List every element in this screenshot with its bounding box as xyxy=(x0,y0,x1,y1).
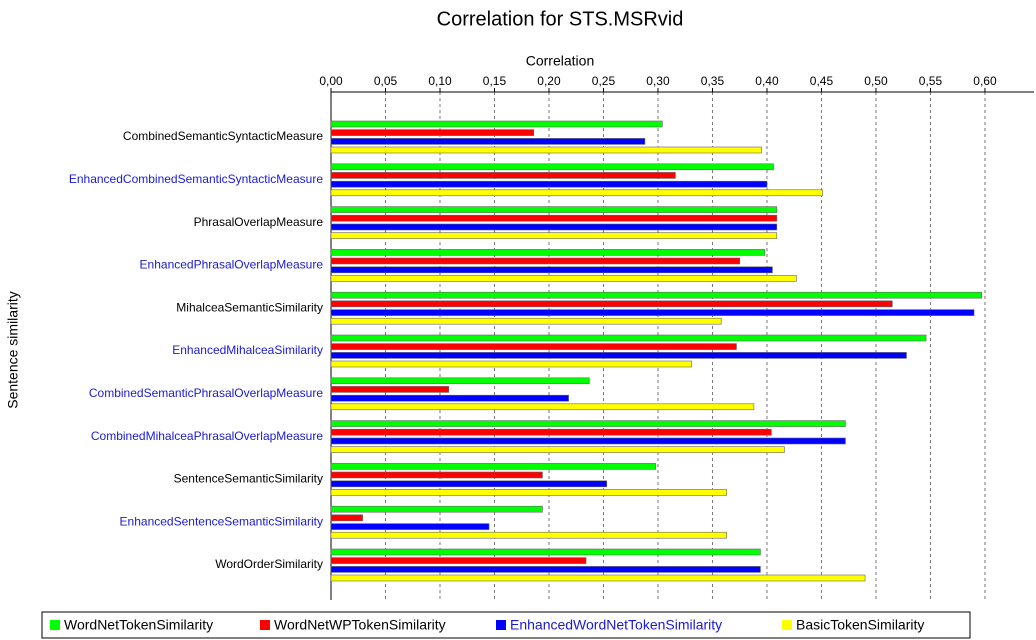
bar xyxy=(330,377,590,385)
bar xyxy=(330,309,975,316)
legend-swatch xyxy=(260,620,270,630)
y-axis-title: Sentence similarity xyxy=(5,291,21,409)
bar xyxy=(330,180,768,188)
x-tick-label: 0,55 xyxy=(919,74,943,88)
y-tick-label: MihalceaSemanticSimilarity xyxy=(176,300,323,314)
bar xyxy=(330,548,761,556)
y-tick-label: EnhancedSentenceSemanticSimilarity xyxy=(120,514,323,528)
bar xyxy=(330,557,587,564)
bar xyxy=(330,266,773,274)
legend-label: WordNetWPTokenSimilarity xyxy=(274,617,446,633)
bar xyxy=(330,189,823,197)
y-tick-label: EnhancedPhrasalOverlapMeasure xyxy=(140,258,324,272)
bar xyxy=(330,386,450,393)
bar xyxy=(330,428,772,436)
y-tick-label: SentenceSemanticSimilarity xyxy=(174,472,323,486)
bar xyxy=(330,129,535,136)
legend-swatch xyxy=(782,620,792,630)
x-tick-label: 0,45 xyxy=(810,74,834,88)
bar xyxy=(330,471,543,479)
bar xyxy=(330,232,778,239)
x-tick-label: 0,20 xyxy=(537,74,561,88)
bar xyxy=(330,300,893,308)
bar xyxy=(330,403,755,411)
x-tick-label: 0,25 xyxy=(592,74,616,88)
bar xyxy=(330,566,761,573)
bar xyxy=(330,275,797,282)
x-tick-label: 0,15 xyxy=(483,74,507,88)
x-tick-label: 0,10 xyxy=(428,74,452,88)
chart-title: Correlation for STS.MSRvid xyxy=(437,8,684,30)
bar xyxy=(330,523,490,530)
bar xyxy=(330,574,866,582)
x-tick-label: 0,05 xyxy=(374,74,398,88)
x-tick-label: 0,00 xyxy=(319,74,343,88)
bar xyxy=(330,334,927,342)
bar xyxy=(330,257,741,265)
bar xyxy=(330,480,608,488)
y-tick-label: CombinedSemanticPhrasalOverlapMeasure xyxy=(89,386,323,400)
bar xyxy=(330,360,693,368)
x-tick-label: 0,60 xyxy=(973,74,997,88)
bar xyxy=(330,206,778,213)
legend-label: EnhancedWordNetTokenSimilarity xyxy=(510,617,722,633)
legend-label: BasicTokenSimilarity xyxy=(796,617,924,633)
x-tick-label: 0,40 xyxy=(755,74,779,88)
y-tick-label: CombinedSemanticSyntacticMeasure xyxy=(123,129,323,143)
bar xyxy=(330,352,907,359)
legend-label: WordNetTokenSimilarity xyxy=(64,617,213,633)
x-tick-label: 0,35 xyxy=(701,74,725,88)
y-tick-label: EnhancedCombinedSemanticSyntacticMeasure xyxy=(69,172,323,186)
bar xyxy=(330,420,846,427)
legend-swatch xyxy=(50,620,60,630)
bar xyxy=(330,394,569,402)
y-tick-label: CombinedMihalceaPhrasalOverlapMeasure xyxy=(91,429,323,443)
bar xyxy=(330,531,727,539)
bar xyxy=(330,446,785,453)
bar xyxy=(330,317,722,325)
bar xyxy=(330,223,778,231)
legend-swatch xyxy=(496,620,506,630)
bar xyxy=(330,163,774,171)
bar xyxy=(330,249,766,256)
y-tick-label: PhrasalOverlapMeasure xyxy=(194,215,324,229)
bar xyxy=(330,437,846,445)
x-tick-label: 0,50 xyxy=(864,74,888,88)
bar xyxy=(330,505,543,513)
bar xyxy=(330,146,762,154)
bar xyxy=(330,120,663,128)
bar xyxy=(330,214,778,222)
bar xyxy=(330,514,363,522)
y-tick-label: WordOrderSimilarity xyxy=(215,557,323,571)
bar xyxy=(330,291,982,299)
y-tick-label: EnhancedMihalceaSimilarity xyxy=(172,343,323,357)
x-tick-label: 0,30 xyxy=(646,74,670,88)
bar xyxy=(330,172,676,179)
bar xyxy=(330,138,646,145)
bar xyxy=(330,489,727,496)
bar xyxy=(330,343,737,350)
x-axis-title: Correlation xyxy=(526,53,594,69)
bar xyxy=(330,463,657,470)
